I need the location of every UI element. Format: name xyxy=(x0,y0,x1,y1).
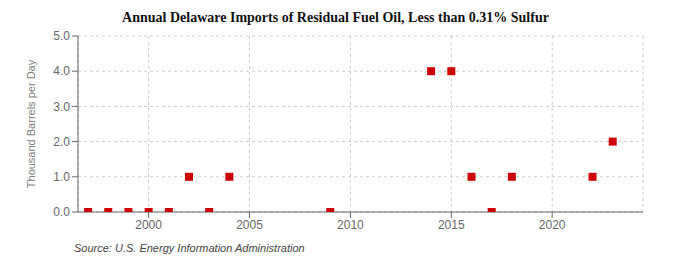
html-text:Annual Delaware Imports of Res: Annual Delaware Imports of Residual Fuel… xyxy=(122,10,549,25)
svg-text:2000: 2000 xyxy=(135,218,162,232)
svg-text:0.0: 0.0 xyxy=(53,205,70,219)
svg-text:2015: 2015 xyxy=(438,218,465,232)
svg-text:Thousand Barrels per Day: Thousand Barrels per Day xyxy=(25,59,37,188)
svg-text:3.0: 3.0 xyxy=(53,100,70,114)
svg-text:4.0: 4.0 xyxy=(53,64,70,78)
svg-text:2020: 2020 xyxy=(539,218,566,232)
html-text:Source: U.S. Energy Informatio: Source: U.S. Energy Information Administ… xyxy=(74,242,305,254)
svg-text:5.0: 5.0 xyxy=(53,29,70,43)
svg-text:2010: 2010 xyxy=(337,218,364,232)
svg-text:1.0: 1.0 xyxy=(53,170,70,184)
svg-text:2.0: 2.0 xyxy=(53,135,70,149)
svg-text:2005: 2005 xyxy=(236,218,263,232)
